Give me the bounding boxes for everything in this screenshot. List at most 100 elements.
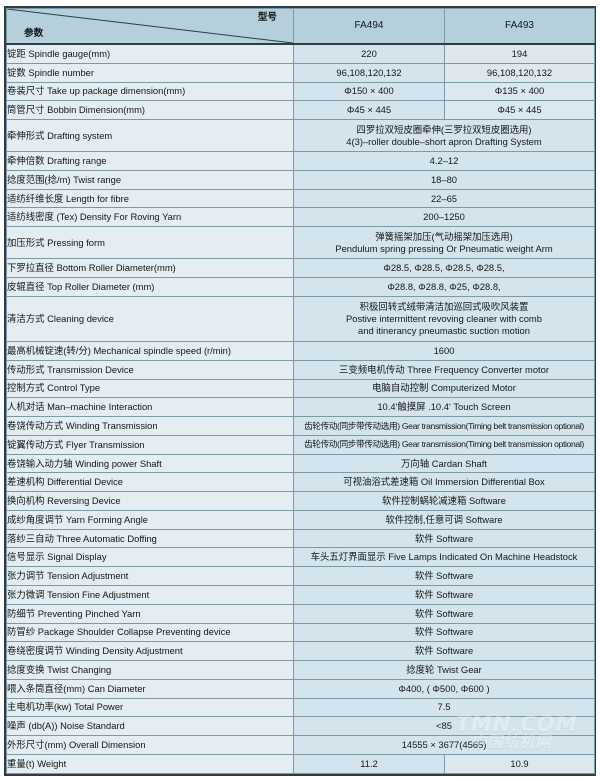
- value-line: 软件 Software: [414, 532, 474, 544]
- row-value-shared: 1600: [293, 341, 595, 361]
- row-value-shared: 可视油浴式差速箱 Oil Immersion Differential Box: [293, 472, 595, 493]
- row-label: 卷饶传动方式 Winding Transmission: [6, 416, 294, 436]
- table-row: 防冒纱 Package Shoulder Collapse Preventing…: [6, 622, 595, 643]
- row-label: 锭翼传动方式 Flyer Transmission: [6, 434, 294, 455]
- row-label: 差速机构 Differential Device: [6, 472, 294, 493]
- row-label: 锭距 Spindle gauge(mm): [6, 43, 294, 64]
- row-label: 皮辊直径 Top Roller Diameter (mm): [6, 277, 294, 297]
- header-model-2: FA493: [444, 8, 595, 45]
- table-row: 外形尺寸(mm) Overall Dimension 14555 × 3677(4…: [6, 735, 595, 755]
- row-value-shared: 软件 Software: [293, 603, 595, 624]
- value-line: 软件 Software: [414, 588, 474, 600]
- table-row: 张力调节 Tension Adjustment 软件 Software: [6, 566, 595, 587]
- row-value-shared: 软件 Software: [293, 622, 595, 643]
- value-line: 软件 Software: [414, 607, 474, 619]
- row-value-shared: 200–1250: [293, 207, 595, 228]
- value-line: 10.4'触摸屏 .10.4' Touch Screen: [377, 401, 511, 413]
- row-label: 喂入条筒直径(mm) Can Diameter: [6, 678, 294, 699]
- row-value-shared: 软件 Software: [293, 528, 595, 549]
- row-label: 传动形式 Transmission Device: [6, 359, 294, 380]
- value-line: 软件控制蜗轮减速箱 Software: [382, 495, 506, 507]
- row-label: 锭数 Spindle number: [6, 62, 294, 83]
- table-row: 卷饶输入动力轴 Winding power Shaft 万向轴 Cardan Sh…: [6, 453, 595, 474]
- row-value-fa493: Φ45 × 445: [444, 100, 595, 121]
- header-model-1: FA494: [293, 8, 445, 45]
- row-label: 主电机功率(kw) Total Power: [6, 697, 294, 718]
- row-label: 筒管尺寸 Bobbin Dimension(mm): [6, 100, 294, 121]
- row-label: 加压形式 Pressing form: [6, 226, 294, 260]
- row-value-shared: 电脑自动控制 Computerized Motor: [293, 378, 595, 399]
- row-value-shared: Φ28.8, Φ28.8, Φ25, Φ28.8,: [293, 277, 595, 297]
- row-value-shared: 积极回转式绒带清洁加巡回式吸吹风装置 Postive intermittent r…: [293, 295, 595, 343]
- table-row: 信号显示 Signal Display 车头五灯界面显示 Five Lamps I…: [6, 547, 595, 568]
- row-value-shared: 车头五灯界面显示 Five Lamps Indicated On Machine…: [293, 547, 595, 568]
- row-label: 捻度变换 Twist Changing: [6, 660, 294, 680]
- row-value-shared: 捻度轮 Twist Gear: [293, 660, 595, 680]
- row-label: 卷装尺寸 Take up package dimension(mm): [6, 81, 294, 102]
- table-row: 人机对话 Man–machine Interaction 10.4'触摸屏 .10…: [6, 397, 595, 418]
- value-line: 万向轴 Cardan Shaft: [401, 457, 487, 469]
- row-value-shared: 软件 Software: [293, 585, 595, 605]
- row-value-shared: 软件控制,任意可调 Software: [293, 509, 595, 530]
- table-row: 筒管尺寸 Bobbin Dimension(mm) Φ45 × 445 Φ45 × …: [6, 100, 595, 121]
- row-label: 清洁方式 Cleaning device: [6, 295, 294, 343]
- value-line: 积极回转式绒带清洁加巡回式吸吹风装置: [359, 300, 529, 312]
- table-row: 控制方式 Control Type 电脑自动控制 Computerized Mot…: [6, 378, 595, 399]
- table-row: 加压形式 Pressing form 弹簧摇架加压(气动摇架加压选用) Pendul…: [6, 226, 595, 260]
- row-label: 下罗拉直径 Bottom Roller Diameter(mm): [6, 258, 294, 278]
- row-value-shared: 三变频电机传动 Three Frequency Converter motor: [293, 359, 595, 380]
- header-model-label: 型号: [257, 12, 277, 23]
- value-line: Pendulum spring pressing Or Pneumatic we…: [335, 242, 553, 254]
- row-value-shared: 18–80: [293, 169, 595, 190]
- value-line: 200–1250: [423, 211, 465, 223]
- row-value-shared: 14555 × 3677(4565): [293, 735, 595, 755]
- header-corner-cell: 参数 型号: [6, 8, 294, 45]
- row-label: 换向机构 Reversing Device: [6, 491, 294, 511]
- row-value-fa494: Φ45 × 445: [293, 100, 445, 121]
- value-line: 4(3)–roller double–short apron Drafting …: [346, 135, 542, 147]
- table-row: 清洁方式 Cleaning device 积极回转式绒带清洁加巡回式吸吹风装置 Po…: [6, 295, 595, 343]
- table-row: 下罗拉直径 Bottom Roller Diameter(mm) Φ28.5, Φ…: [6, 258, 595, 278]
- row-value-shared: 四罗拉双短皮圈牵伸(三罗拉双短皮圈选用) 4(3)–roller double–s…: [293, 119, 595, 153]
- header-diagonal-divider: [7, 9, 293, 43]
- table-row: 捻度范围(捻/m) Twist range 18–80: [6, 169, 595, 190]
- value-line: 车头五灯界面显示 Five Lamps Indicated On Machine…: [310, 551, 578, 563]
- value-line: 电脑自动控制 Computerized Motor: [372, 382, 516, 394]
- row-label: 适纺纤维长度 Length for fibre: [6, 188, 294, 209]
- value-line: 三变频电机传动 Three Frequency Converter motor: [339, 363, 549, 375]
- row-label: 噪声 (db(A)) Noise Standard: [6, 716, 294, 737]
- row-label: 人机对话 Man–machine Interaction: [6, 397, 294, 418]
- row-label: 适纺线密度 (Tex) Density For Roving Yarn: [6, 207, 294, 228]
- table-row: 锭翼传动方式 Flyer Transmission 齿轮传动(同步带传动选用) G…: [6, 434, 595, 455]
- value-line: Φ28.8, Φ28.8, Φ25, Φ28.8,: [387, 280, 501, 292]
- row-value-shared: 软件控制蜗轮减速箱 Software: [293, 491, 595, 511]
- row-value-fa493: 96,108,120,132: [444, 62, 595, 83]
- value-line: 软件控制,任意可调 Software: [385, 513, 503, 525]
- table-header-row: 参数 型号 FA494 FA493: [6, 8, 595, 45]
- table-row: 主电机功率(kw) Total Power 7.5: [6, 697, 595, 718]
- row-label: 落纱三自动 Three Automatic Doffing: [6, 528, 294, 549]
- table-row: 最高机械锭速(转/分) Mechanical spindle speed (r/…: [6, 341, 595, 361]
- table-row: 喂入条筒直径(mm) Can Diameter Φ400, ( Φ500, Φ60…: [6, 678, 595, 699]
- row-label: 防细节 Preventing Pinched Yarn: [6, 603, 294, 624]
- table-row: 卷绕密度调节 Winding Density Adjustment 软件 Soft…: [6, 641, 595, 662]
- table-row: 卷装尺寸 Take up package dimension(mm) Φ150 ×…: [6, 81, 595, 102]
- row-value-fa494: 11.2: [293, 753, 445, 775]
- value-line: 18–80: [430, 173, 458, 185]
- row-value-shared: <85: [293, 716, 595, 737]
- row-label: 卷饶输入动力轴 Winding power Shaft: [6, 453, 294, 474]
- row-value-shared: Φ28.5, Φ28.5, Φ28.5, Φ28.5,: [293, 258, 595, 278]
- value-line: Φ400, ( Φ500, Φ600 ): [398, 682, 490, 694]
- table-row: 防细节 Preventing Pinched Yarn 软件 Software: [6, 603, 595, 624]
- row-label: 防冒纱 Package Shoulder Collapse Preventing…: [6, 622, 294, 643]
- table-row: 传动形式 Transmission Device 三变频电机传动 Three Fr…: [6, 359, 595, 380]
- row-label: 信号显示 Signal Display: [6, 547, 294, 568]
- table-row: 捻度变换 Twist Changing 捻度轮 Twist Gear: [6, 660, 595, 680]
- value-line: 软件 Software: [414, 626, 474, 638]
- spec-table-container: 参数 型号 FA494 FA493 锭距 Spindle gauge(mm) 220 194…: [4, 6, 596, 776]
- row-label: 控制方式 Control Type: [6, 378, 294, 399]
- row-value-fa494: Φ150 × 400: [293, 81, 445, 102]
- value-line: <85: [436, 720, 452, 732]
- table-row: 牵伸形式 Drafting system 四罗拉双短皮圈牵伸(三罗拉双短皮圈选用)…: [6, 119, 595, 153]
- row-value-shared: 10.4'触摸屏 .10.4' Touch Screen: [293, 397, 595, 418]
